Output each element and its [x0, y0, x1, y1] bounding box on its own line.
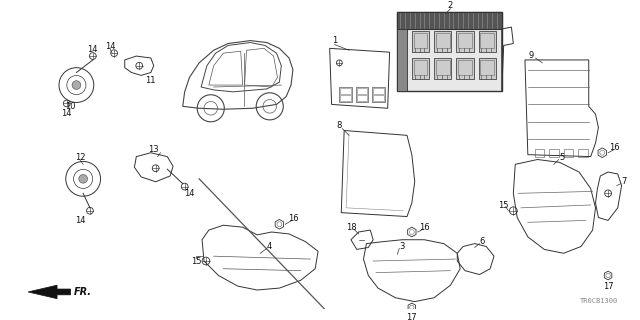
- Text: 16: 16: [609, 143, 620, 152]
- Bar: [479, 31, 496, 52]
- Bar: [372, 87, 385, 102]
- Bar: [397, 29, 407, 91]
- Text: 6: 6: [480, 237, 485, 246]
- Bar: [458, 33, 472, 48]
- Text: 15: 15: [191, 257, 202, 266]
- Bar: [339, 87, 352, 102]
- Text: 9: 9: [528, 51, 533, 60]
- Bar: [456, 31, 474, 52]
- Text: 16: 16: [287, 214, 298, 223]
- Bar: [373, 95, 384, 100]
- Circle shape: [79, 174, 88, 183]
- Bar: [456, 58, 474, 79]
- Text: 16: 16: [419, 223, 429, 232]
- Bar: [356, 87, 369, 102]
- Bar: [397, 12, 502, 91]
- Text: 7: 7: [621, 177, 626, 186]
- Bar: [436, 33, 449, 48]
- Text: 10: 10: [65, 102, 76, 111]
- Bar: [414, 60, 428, 76]
- Text: 12: 12: [75, 153, 86, 162]
- Bar: [436, 60, 449, 76]
- Text: 14: 14: [75, 216, 86, 225]
- Bar: [534, 149, 544, 156]
- Text: TR0CB1300: TR0CB1300: [579, 298, 618, 304]
- Text: FR.: FR.: [74, 287, 92, 297]
- Text: 14: 14: [105, 42, 115, 51]
- Bar: [434, 31, 451, 52]
- Circle shape: [72, 81, 81, 89]
- Text: 18: 18: [346, 223, 356, 232]
- Bar: [412, 58, 429, 79]
- Bar: [412, 31, 429, 52]
- Text: 8: 8: [337, 121, 342, 130]
- Bar: [340, 95, 351, 100]
- Text: 1: 1: [332, 36, 337, 45]
- Bar: [397, 12, 502, 29]
- Text: 14: 14: [184, 189, 195, 198]
- Text: 11: 11: [145, 76, 156, 85]
- Bar: [564, 149, 573, 156]
- Bar: [356, 95, 367, 100]
- Text: 5: 5: [559, 153, 564, 162]
- Bar: [481, 33, 494, 48]
- Text: 2: 2: [448, 1, 453, 10]
- Text: 3: 3: [399, 242, 405, 251]
- Text: 4: 4: [267, 242, 273, 251]
- Bar: [578, 149, 588, 156]
- Bar: [340, 88, 351, 94]
- Text: 17: 17: [603, 282, 613, 291]
- Bar: [373, 88, 384, 94]
- Text: 13: 13: [148, 145, 159, 154]
- Bar: [458, 60, 472, 76]
- Bar: [356, 88, 367, 94]
- Polygon shape: [28, 285, 70, 299]
- Text: 17: 17: [406, 313, 417, 320]
- Text: 14: 14: [88, 45, 98, 54]
- Bar: [549, 149, 559, 156]
- Text: 15: 15: [499, 201, 509, 211]
- Bar: [414, 33, 428, 48]
- Text: 14: 14: [61, 108, 72, 118]
- Bar: [479, 58, 496, 79]
- Bar: [434, 58, 451, 79]
- Bar: [481, 60, 494, 76]
